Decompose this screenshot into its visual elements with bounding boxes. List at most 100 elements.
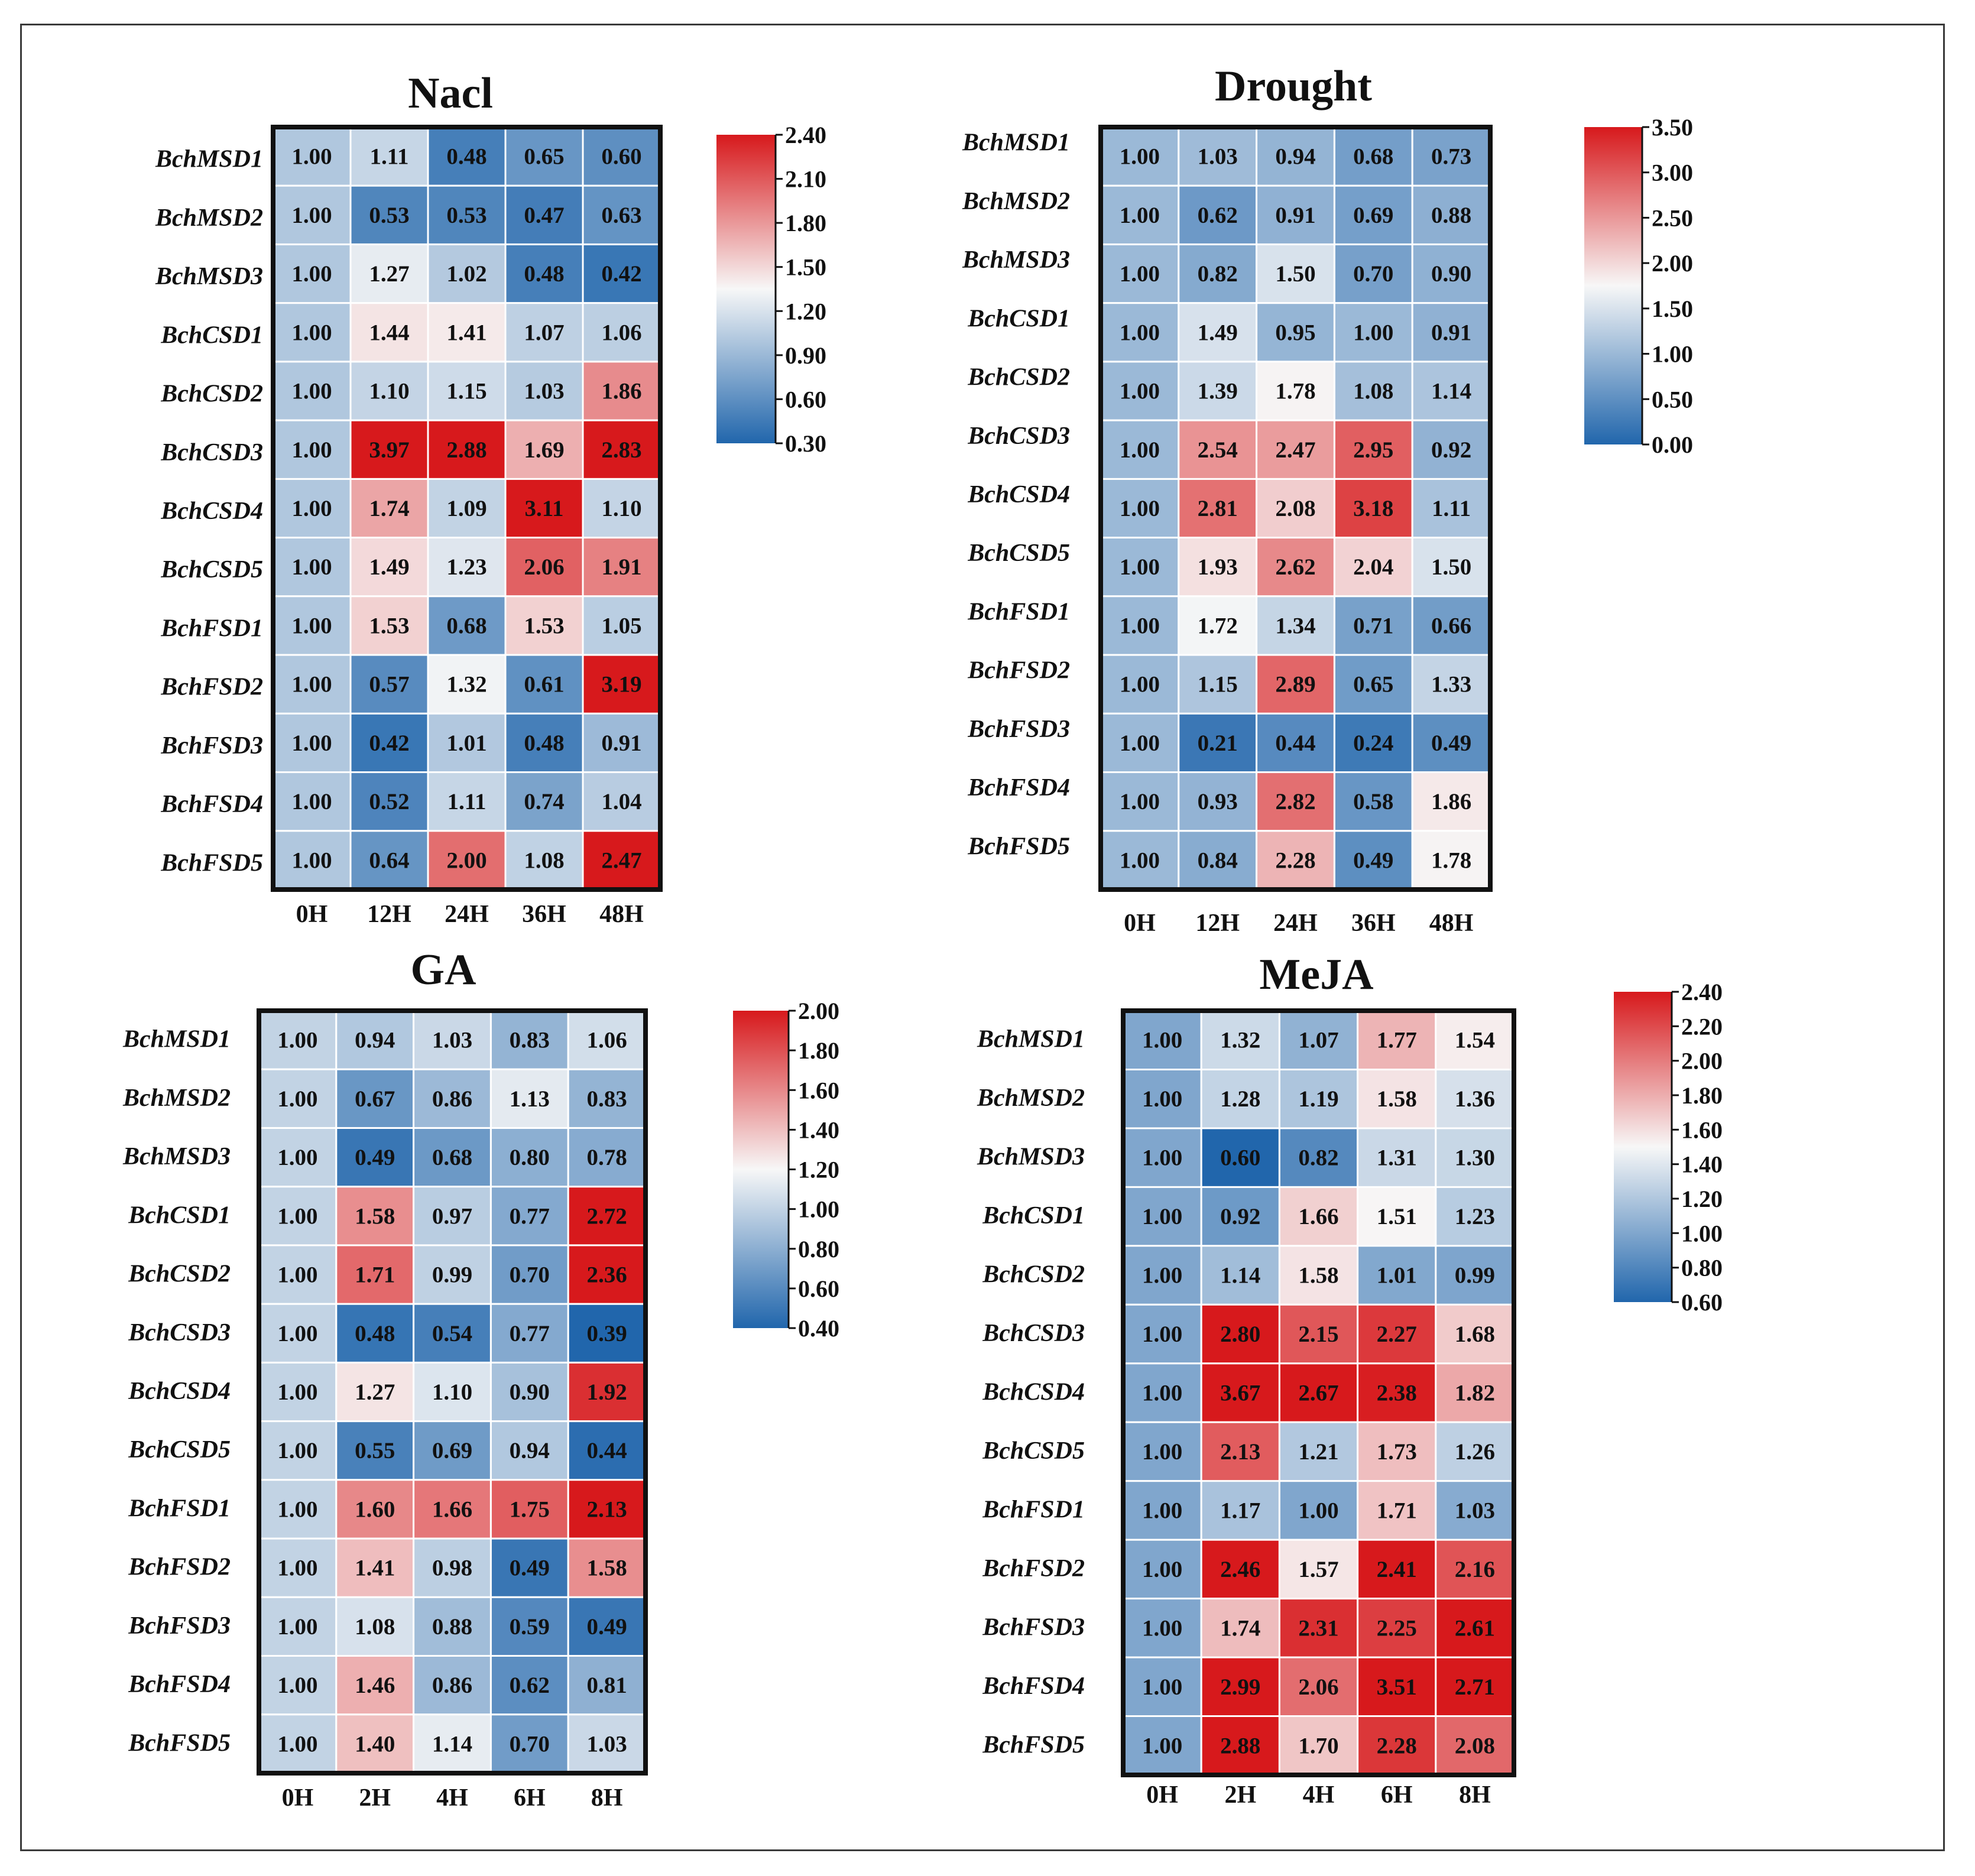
heatmap-panel-ga: GA 1.00 0.94 1.03 0.83 1.06 1.00 0.67 0.86 1.13 0…: [122, 946, 839, 1812]
heatmap-cell: [489, 1244, 569, 1305]
cell-value: 1.34: [1275, 614, 1315, 639]
cell-value: 1.71: [1377, 1498, 1417, 1523]
cell-value: 1.00: [291, 203, 332, 228]
cell-value: 1.74: [369, 496, 409, 521]
cell-value: 1.08: [1353, 379, 1393, 404]
heatmap-cell: [1100, 595, 1180, 656]
heatmap-cell: [1200, 1421, 1280, 1482]
cell-value: 1.73: [1377, 1439, 1417, 1465]
colorbar-tick-label: 0.00: [1652, 431, 1693, 458]
cell-value: 2.95: [1353, 437, 1393, 463]
cell-value: 1.69: [524, 437, 564, 463]
heatmap-cell: [272, 419, 352, 480]
cell-value: 1.00: [1142, 1381, 1182, 1406]
cell-value: 0.73: [1431, 144, 1471, 170]
cell-value: 1.60: [355, 1497, 395, 1523]
cell-value: 2.13: [586, 1497, 627, 1523]
heatmap-cell: [1200, 1539, 1280, 1600]
cell-value: 1.32: [446, 672, 487, 697]
cell-value: 1.28: [1220, 1086, 1260, 1112]
cell-value: 1.50: [1275, 261, 1315, 287]
cell-value: 2.38: [1377, 1381, 1417, 1406]
row-label: BchFSD2: [160, 674, 263, 701]
heatmap-cell: [1435, 1303, 1515, 1365]
column-label: 8H: [1459, 1781, 1491, 1809]
heatmap-panel-nacl: Nacl 1.00 1.11 0.48 0.65 0.60 1.00 0.53 0.53 0.4…: [155, 69, 826, 928]
heatmap-cell: [1256, 244, 1335, 304]
cell-value: 1.78: [1431, 848, 1471, 873]
heatmap-cells: 1.00 1.32 1.07 1.77 1.54 1.00 1.28 1.19 1.58 1.36…: [1122, 1010, 1515, 1776]
row-label: BchMSD3: [155, 263, 263, 290]
cell-value: 1.70: [1298, 1733, 1338, 1758]
cell-value: 0.42: [369, 731, 409, 756]
cell-value: 1.08: [355, 1614, 395, 1640]
heatmap-cell: [335, 1068, 415, 1129]
heatmap-cell: [349, 478, 429, 539]
heatmap-cell: [1178, 478, 1258, 539]
cell-value: 1.00: [291, 437, 332, 463]
cell-value: 0.48: [446, 144, 487, 170]
heatmap-cell: [1435, 1245, 1515, 1306]
cell-value: 0.63: [601, 203, 641, 228]
cell-value: 1.00: [1120, 731, 1160, 756]
column-label: 48H: [1429, 910, 1474, 937]
cell-value: 1.00: [291, 614, 332, 639]
heatmap-cell: [567, 1420, 647, 1481]
cell-value: 1.00: [277, 1438, 317, 1463]
cell-value: 1.00: [277, 1731, 317, 1757]
cell-value: 1.39: [1198, 379, 1238, 404]
cell-value: 0.49: [586, 1614, 627, 1640]
cell-value: 0.49: [510, 1556, 550, 1581]
colorbar-tick-label: 0.60: [785, 386, 826, 413]
heatmap-cell: [335, 1596, 415, 1657]
row-label: BchFSD2: [982, 1555, 1085, 1582]
cell-value: 1.40: [355, 1731, 395, 1757]
row-labels: BchMSD1 BchMSD2 BchMSD3 BchCSD1 BchCSD2 BchCS…: [977, 1026, 1085, 1759]
row-label: BchFSD3: [128, 1612, 231, 1640]
cell-value: 1.19: [1298, 1086, 1338, 1112]
colorbar-tick-label: 1.80: [785, 210, 826, 236]
cell-value: 0.44: [1275, 731, 1315, 756]
heatmap-panel-meja: MeJA 1.00 1.32 1.07 1.77 1.54 1.00 1.28 1.19 1.5…: [977, 950, 1723, 1809]
heatmap-cell: [1200, 1069, 1280, 1130]
cell-value: 0.86: [432, 1086, 472, 1112]
cell-value: 2.88: [446, 437, 487, 463]
heatmap-cell: [1256, 361, 1335, 421]
heatmap-cell: [1278, 1421, 1359, 1482]
column-labels: 0H 12H 24H 36H 48H: [1124, 910, 1473, 937]
cell-value: 0.88: [432, 1614, 472, 1640]
row-label: BchCSD3: [160, 439, 263, 466]
colorbar-tick-label: 1.40: [1681, 1151, 1723, 1178]
cell-value: 1.14: [1220, 1263, 1260, 1288]
colorbar-gradient: [1584, 127, 1642, 444]
cell-value: 0.64: [369, 848, 409, 873]
heatmap-cell: [427, 361, 507, 421]
cell-value: 0.49: [355, 1145, 395, 1170]
column-label: 0H: [282, 1784, 314, 1812]
cell-value: 0.66: [1431, 614, 1471, 639]
cell-value: 0.62: [1198, 203, 1238, 228]
row-label: BchFSD3: [967, 716, 1070, 743]
cell-value: 1.11: [1432, 496, 1471, 521]
cell-value: 1.00: [277, 1262, 317, 1288]
cell-value: 2.36: [586, 1262, 627, 1288]
row-label: BchCSD5: [160, 556, 263, 583]
cell-value: 1.51: [1377, 1204, 1417, 1229]
cell-value: 2.67: [1298, 1381, 1338, 1406]
heatmap-cell: [1435, 1598, 1515, 1658]
colorbar-tick-label: 0.40: [798, 1315, 839, 1342]
colorbar-tick-label: 1.60: [1681, 1116, 1723, 1143]
cell-value: 1.27: [355, 1380, 395, 1405]
cell-value: 1.32: [1220, 1028, 1260, 1053]
cell-value: 1.00: [291, 789, 332, 814]
cell-value: 1.10: [432, 1380, 472, 1405]
heatmap-cell: [272, 712, 352, 774]
cell-value: 3.11: [524, 496, 563, 521]
heatmap-cell: [1100, 244, 1180, 304]
cell-value: 0.48: [524, 731, 564, 756]
heatmap-cell: [1256, 302, 1335, 363]
cell-value: 1.78: [1275, 379, 1315, 404]
cell-value: 1.00: [1120, 261, 1160, 287]
heatmap-cell: [504, 537, 584, 598]
row-label: BchFSD3: [160, 732, 263, 760]
